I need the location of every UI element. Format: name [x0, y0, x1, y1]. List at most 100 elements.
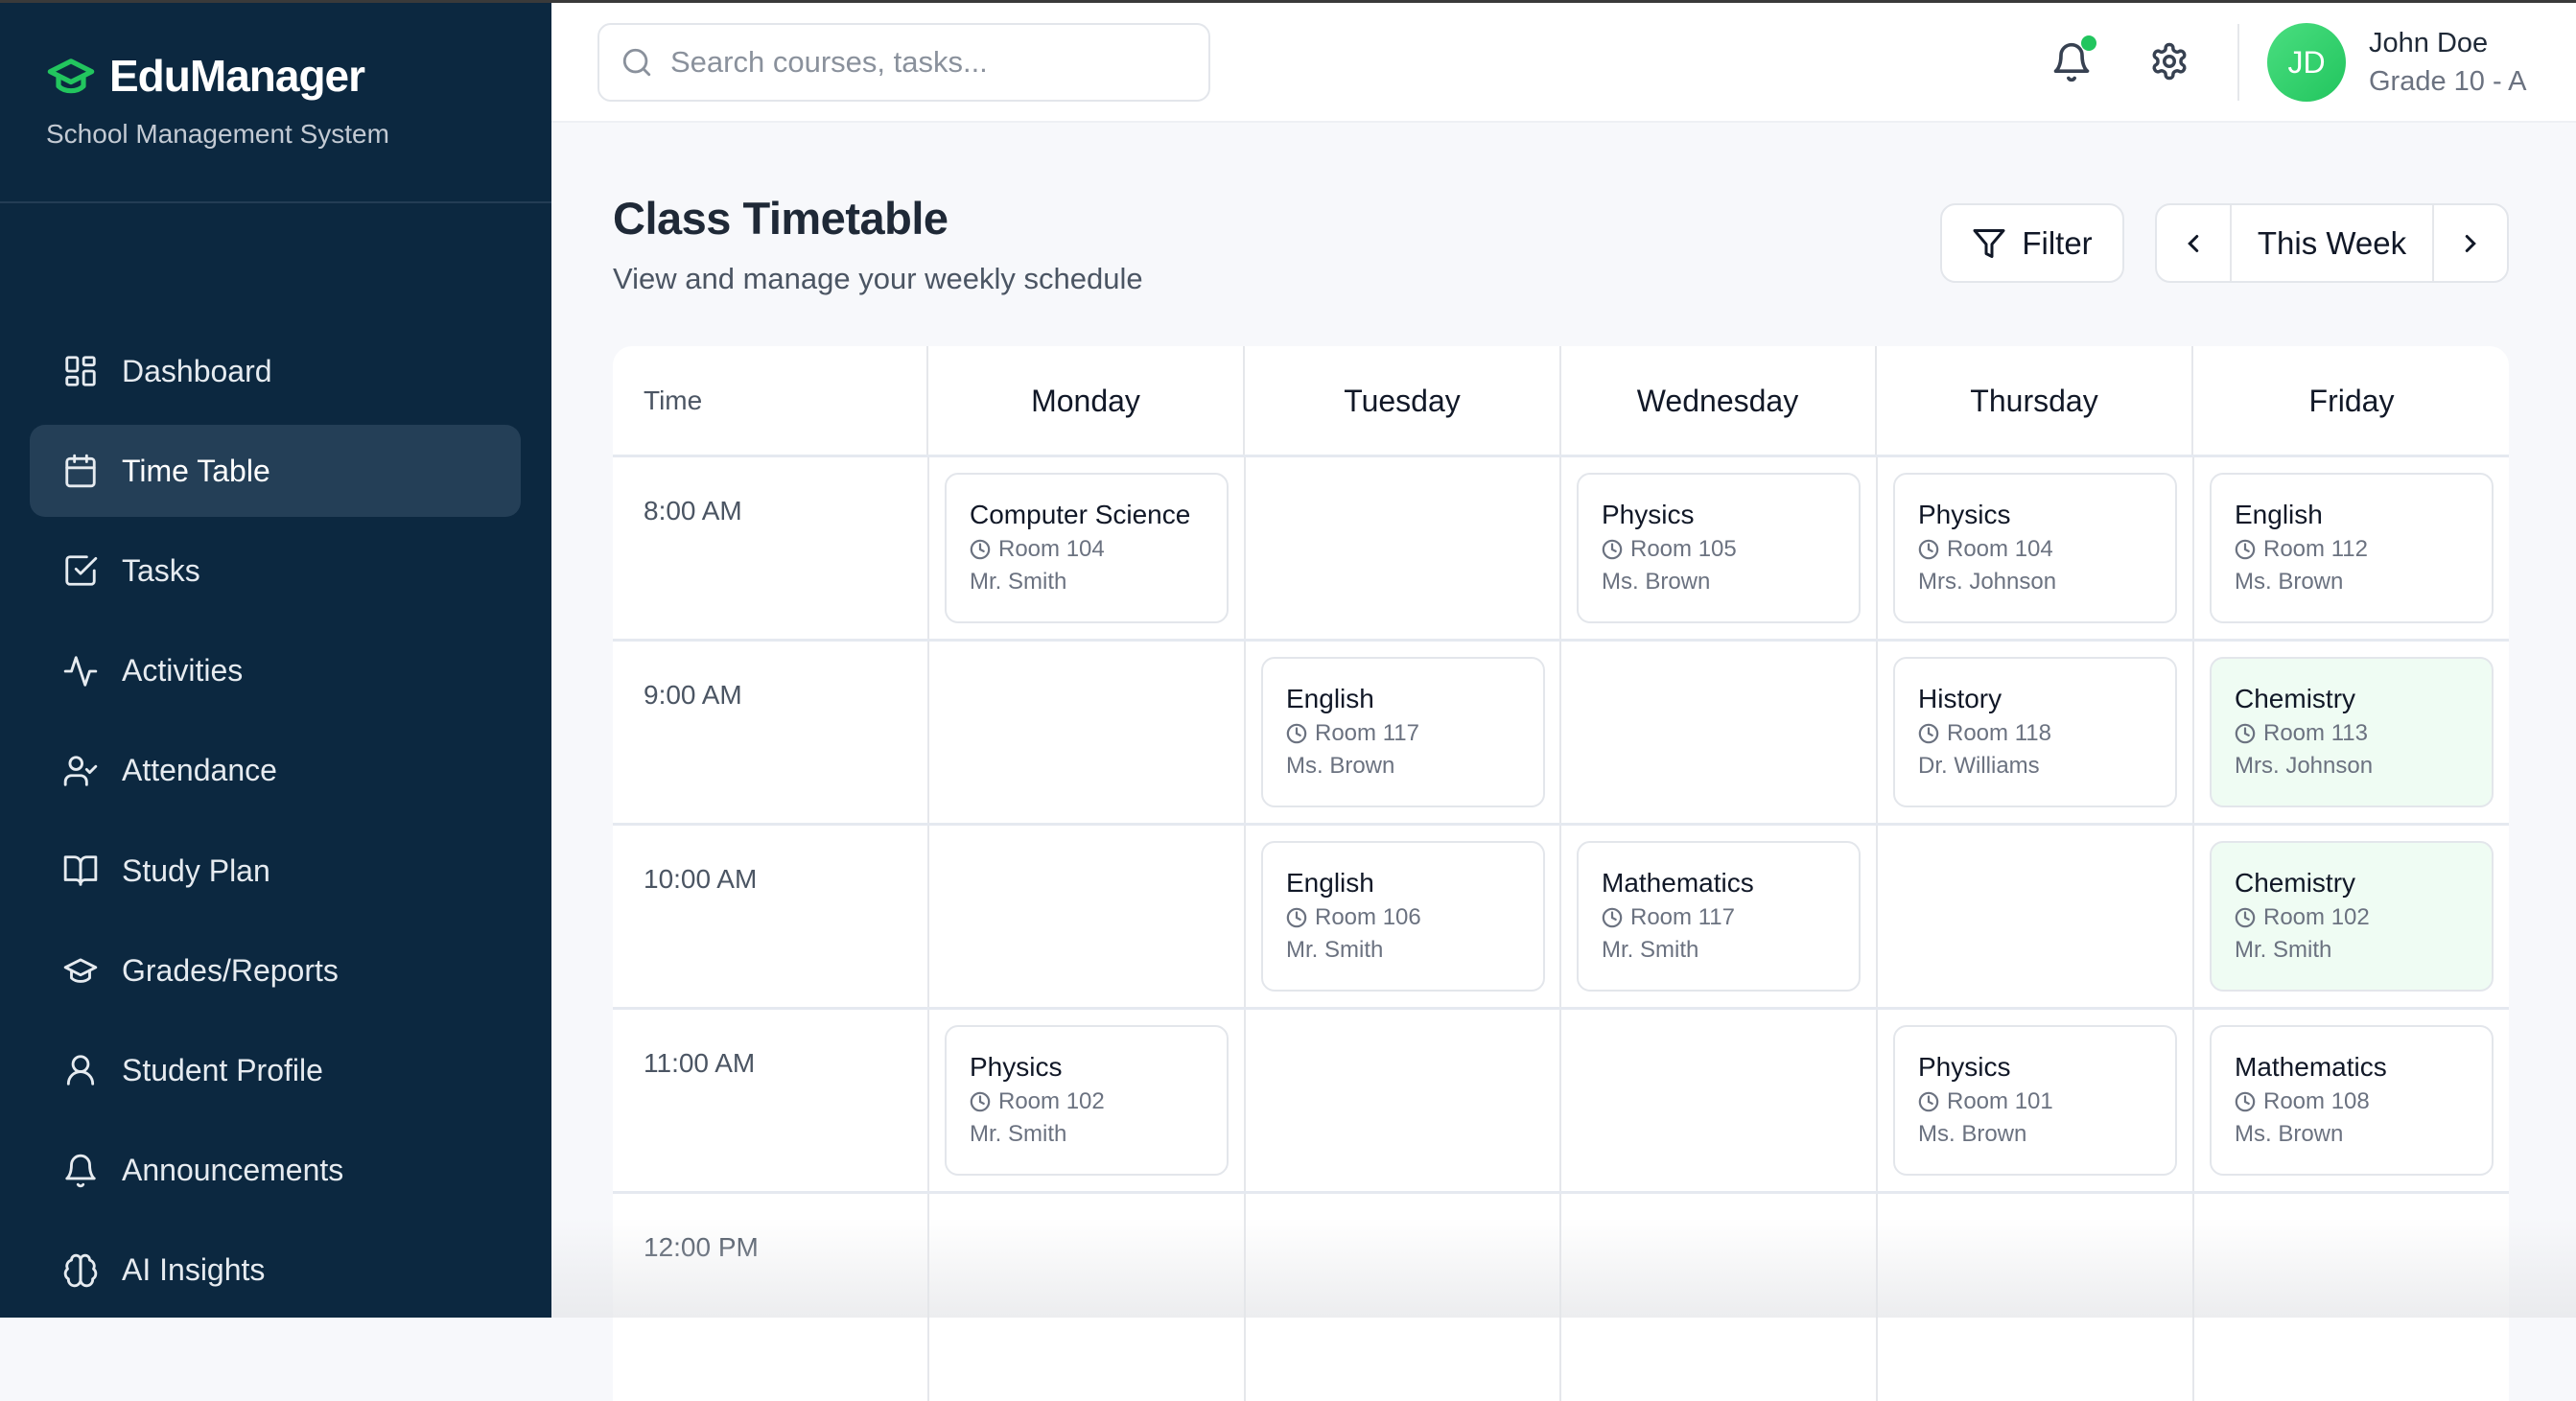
clock-icon	[1918, 723, 1939, 744]
filter-label: Filter	[2022, 224, 2093, 261]
sidebar-item-grades-reports[interactable]: Grades/Reports	[30, 924, 521, 1016]
chevron-left-icon	[2188, 234, 2199, 252]
user-check-icon	[63, 756, 98, 786]
window-top-border	[0, 0, 2576, 3]
gear-icon	[2152, 42, 2187, 81]
class-card[interactable]: English Room 117 Ms. Brown	[1261, 657, 1545, 807]
sidebar: EduManager School Management System Dash…	[0, 0, 551, 1318]
class-card[interactable]: Mathematics Room 117 Mr. Smith	[1577, 841, 1861, 992]
class-card[interactable]: Chemistry Room 102 Mr. Smith	[2210, 841, 2494, 992]
class-teacher: Mrs. Johnson	[2235, 753, 2374, 779]
filter-button[interactable]: Filter	[1940, 203, 2124, 283]
page-title: Class Timetable	[613, 193, 948, 244]
calendar-icon	[65, 454, 96, 488]
class-subject: Physics	[1918, 500, 2011, 529]
class-teacher: Mr. Smith	[970, 1121, 1067, 1147]
search-input[interactable]	[670, 45, 1207, 80]
current-week-label[interactable]: This Week	[2230, 205, 2434, 281]
class-subject: Mathematics	[2235, 1052, 2387, 1082]
time-slot-label: 12:00 PM	[644, 1232, 759, 1262]
class-subject: English	[1286, 868, 1374, 898]
class-teacher: Ms. Brown	[1286, 753, 1395, 779]
class-room: Room 112	[2263, 536, 2368, 562]
class-card[interactable]: History Room 118 Dr. Williams	[1893, 657, 2177, 807]
sidebar-item-student-profile[interactable]: Student Profile	[30, 1024, 521, 1116]
class-card[interactable]: Physics Room 104 Mrs. Johnson	[1893, 473, 2177, 623]
class-card[interactable]: Chemistry Room 113 Mrs. Johnson	[2210, 657, 2494, 807]
class-subject: English	[1286, 684, 1374, 713]
settings-button[interactable]	[2149, 41, 2191, 83]
sidebar-item-label: Grades/Reports	[122, 952, 339, 988]
sidebar-item-attendance[interactable]: Attendance	[30, 725, 521, 817]
activity-icon	[63, 655, 98, 687]
class-subject: Physics	[1918, 1052, 2011, 1082]
clock-icon	[2235, 723, 2256, 744]
class-room: Room 113	[2263, 720, 2368, 746]
class-teacher: Dr. Williams	[1918, 753, 2040, 779]
sidebar-item-time-table[interactable]: Time Table	[30, 425, 521, 518]
column-divider	[1559, 455, 1561, 1401]
sidebar-item-label: Dashboard	[122, 353, 272, 388]
avatar[interactable]: JD	[2267, 23, 2346, 102]
previous-week-button[interactable]	[2157, 205, 2230, 281]
time-slot-label: 10:00 AM	[644, 864, 758, 894]
sidebar-item-tasks[interactable]: Tasks	[30, 525, 521, 617]
notifications-button[interactable]	[2050, 35, 2096, 83]
class-card[interactable]: English Room 106 Mr. Smith	[1261, 841, 1545, 992]
class-card[interactable]: English Room 112 Ms. Brown	[2210, 473, 2494, 623]
logo[interactable]: EduManager	[46, 50, 365, 102]
class-card[interactable]: Physics Room 102 Mr. Smith	[945, 1025, 1229, 1176]
sidebar-item-label: Student Profile	[122, 1052, 323, 1087]
column-divider	[1244, 455, 1246, 1401]
sidebar-item-dashboard[interactable]: Dashboard	[30, 325, 521, 417]
sidebar-item-announcements[interactable]: Announcements	[30, 1125, 521, 1217]
class-teacher: Mrs. Johnson	[1918, 569, 2057, 595]
row-divider	[613, 1191, 2509, 1194]
clock-icon	[2235, 1091, 2256, 1112]
day-header-monday: Monday	[928, 346, 1245, 455]
class-subject: Chemistry	[2235, 868, 2356, 898]
column-divider	[1876, 455, 1878, 1401]
class-card[interactable]: Computer Science Room 104 Mr. Smith	[945, 473, 1229, 623]
user-grade: Grade 10 - A	[2369, 66, 2527, 97]
clock-icon	[1602, 539, 1623, 560]
next-week-button[interactable]	[2434, 205, 2507, 281]
clock-icon	[1286, 723, 1307, 744]
app-name: EduManager	[109, 51, 365, 101]
class-card[interactable]: Mathematics Room 108 Ms. Brown	[2210, 1025, 2494, 1176]
class-room: Room 101	[1947, 1088, 2053, 1114]
class-subject: Physics	[970, 1052, 1063, 1082]
search-box[interactable]	[597, 23, 1210, 102]
sidebar-item-label: Attendance	[122, 753, 277, 788]
class-subject: Physics	[1602, 500, 1695, 529]
user-name: John Doe	[2369, 28, 2489, 58]
sidebar-item-study-plan[interactable]: Study Plan	[30, 825, 521, 917]
class-teacher: Ms. Brown	[2235, 569, 2344, 595]
class-subject: Mathematics	[1602, 868, 1754, 898]
class-card[interactable]: Physics Room 101 Ms. Brown	[1893, 1025, 2177, 1176]
checkbox-icon	[65, 555, 98, 587]
sidebar-divider	[0, 201, 551, 203]
sidebar-item-label: Announcements	[122, 1153, 344, 1188]
time-slot-label: 8:00 AM	[644, 496, 742, 525]
class-subject: Computer Science	[970, 500, 1191, 529]
clock-icon	[1286, 907, 1307, 928]
class-card[interactable]: Physics Room 105 Ms. Brown	[1577, 473, 1861, 623]
class-teacher: Ms. Brown	[1602, 569, 1711, 595]
sidebar-item-label: Tasks	[122, 552, 200, 588]
sidebar-item-ai-insights[interactable]: AI Insights	[30, 1225, 521, 1317]
time-slot-label: 11:00 AM	[644, 1048, 756, 1078]
sidebar-item-activities[interactable]: Activities	[30, 625, 521, 717]
day-header-tuesday: Tuesday	[1245, 346, 1561, 455]
app-subtitle: School Management System	[46, 119, 389, 149]
brain-icon	[63, 1253, 98, 1288]
class-teacher: Mr. Smith	[2235, 937, 2332, 963]
sidebar-item-label: Activities	[122, 653, 244, 689]
clock-icon	[970, 539, 991, 560]
row-divider	[613, 823, 2509, 826]
class-room: Room 102	[2263, 904, 2370, 930]
row-divider	[613, 639, 2509, 642]
notification-dot	[2081, 35, 2096, 51]
clock-icon	[2235, 539, 2256, 560]
row-divider	[613, 455, 2509, 457]
